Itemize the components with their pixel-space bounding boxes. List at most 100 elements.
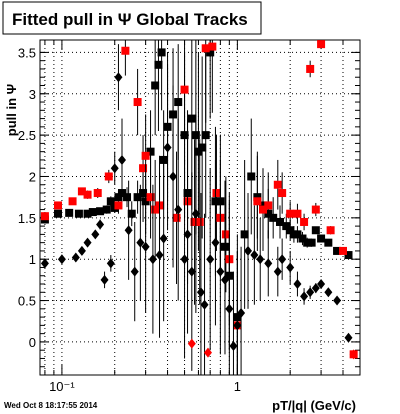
data-point-diamond [203, 347, 212, 358]
data-point-diamond [155, 250, 164, 261]
data-point-diamond [196, 287, 205, 298]
data-point-square [187, 114, 196, 123]
data-point-square [190, 217, 199, 226]
data-point-diamond [225, 303, 234, 314]
data-point-square [221, 230, 230, 239]
data-point-diamond [114, 72, 123, 83]
data-point-square [311, 226, 320, 235]
data-marks [40, 40, 358, 375]
data-point-square [201, 44, 210, 53]
data-point-diamond [324, 287, 333, 298]
data-point-square [195, 217, 204, 226]
data-point-square [298, 234, 307, 243]
data-point-square [212, 189, 221, 198]
x-tick-label: 10⁻¹ [49, 379, 75, 394]
data-point-diamond [237, 307, 246, 318]
data-point-square [54, 201, 63, 210]
data-point-diamond [169, 171, 178, 182]
data-point-square [206, 48, 215, 57]
axis-ticks: 0 0.5 1 1.5 2 2.5 3 3.5 10⁻¹ 1 [18, 40, 361, 394]
data-point-square [74, 209, 83, 218]
data-point-square [338, 246, 347, 255]
data-point-square [77, 187, 86, 196]
data-point-diamond [273, 266, 282, 277]
data-point-diamond [216, 266, 225, 277]
data-point-square [180, 85, 189, 94]
data-point-square [326, 226, 335, 235]
data-point-diamond [91, 229, 100, 240]
data-point-square [273, 180, 282, 189]
data-point-diamond [191, 208, 200, 219]
data-point-diamond [311, 283, 320, 294]
data-point-square [146, 147, 155, 156]
data-point-square [174, 98, 183, 107]
y-tick-label: 0.5 [18, 294, 36, 309]
data-point-diamond [77, 245, 86, 256]
y-tick-label: 2 [29, 169, 36, 184]
data-point-diamond [293, 279, 302, 290]
data-point-diamond [250, 250, 259, 261]
data-point-diamond [141, 241, 150, 252]
data-point-square [157, 48, 166, 57]
data-point-square [154, 60, 163, 69]
data-point-diamond [96, 219, 105, 230]
data-point-square [139, 164, 148, 173]
data-point-square [102, 205, 111, 214]
data-point-diamond [278, 254, 287, 265]
data-point-square [114, 201, 123, 210]
data-point-square [104, 172, 113, 181]
data-point-square [264, 201, 273, 210]
data-point-diamond [220, 274, 229, 285]
data-point-square [333, 246, 342, 255]
data-point-square [65, 208, 74, 217]
data-point-square [96, 207, 105, 216]
data-point-square [282, 222, 291, 231]
data-point-diamond [183, 229, 192, 240]
data-point-diamond [130, 266, 139, 277]
data-point-square [240, 230, 249, 239]
data-point-diamond [344, 332, 353, 343]
data-point-square [259, 205, 268, 214]
data-point-diamond [148, 254, 157, 265]
data-point-square [293, 209, 302, 218]
data-point-diamond [117, 154, 126, 165]
plot-area [39, 39, 361, 376]
data-point-square [83, 209, 92, 218]
data-point-diamond [206, 254, 215, 265]
data-point-diamond [187, 338, 196, 349]
data-point-square [201, 131, 210, 140]
data-point-diamond [83, 237, 92, 248]
data-point-square [133, 193, 142, 202]
data-point-square [54, 209, 63, 218]
data-point-square [127, 209, 136, 218]
data-point-square [278, 189, 287, 198]
data-point-square [123, 193, 132, 202]
data-point-square [194, 147, 203, 156]
data-point-diamond [286, 262, 295, 273]
y-tick-label: 2.5 [18, 128, 36, 143]
data-point-diamond [233, 320, 242, 331]
data-point-square [133, 98, 142, 107]
data-point-diamond [106, 258, 115, 269]
data-point-diamond [57, 254, 66, 265]
data-point-diamond [333, 295, 342, 306]
data-point-square [317, 40, 326, 49]
data-point-square [307, 238, 316, 247]
data-point-square [198, 143, 207, 152]
data-point-diamond [200, 299, 209, 310]
data-point-diamond [110, 163, 119, 174]
data-point-square [324, 238, 333, 247]
data-point-square [151, 81, 160, 90]
data-point-diamond [40, 258, 49, 269]
x-tick-label: 1 [234, 379, 241, 394]
data-point-square [40, 212, 49, 221]
data-point-diamond [187, 266, 196, 277]
data-point-square [146, 193, 155, 202]
data-point-diamond [256, 254, 265, 265]
data-point-square [306, 64, 315, 73]
data-point-square [121, 46, 130, 55]
data-point-diamond [229, 341, 238, 352]
data-point-square [311, 205, 320, 214]
y-axis-label: pull in Ψ [4, 84, 19, 136]
